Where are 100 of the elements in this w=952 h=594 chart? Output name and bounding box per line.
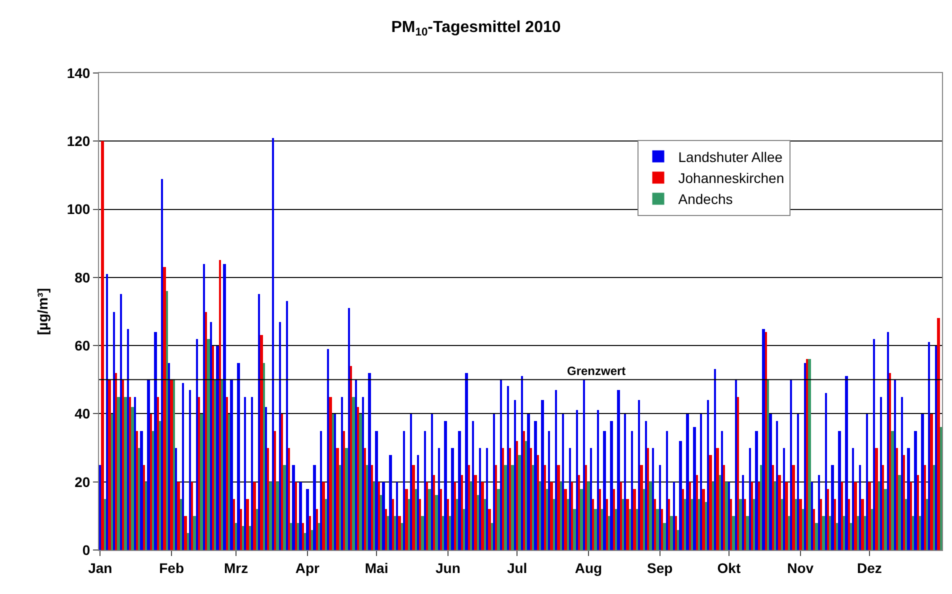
- bar: [415, 489, 417, 550]
- bar: [511, 465, 514, 550]
- bar: [449, 516, 451, 550]
- bar: [887, 332, 889, 550]
- bar: [544, 465, 546, 550]
- bar: [276, 482, 279, 550]
- bar: [398, 516, 401, 550]
- bar: [214, 380, 216, 550]
- bar: [795, 499, 797, 550]
- bar: [721, 431, 723, 550]
- bar: [769, 414, 772, 550]
- bar: [827, 489, 829, 550]
- bar: [173, 380, 175, 550]
- legend-label: Andechs: [678, 191, 733, 208]
- bar: [615, 509, 617, 550]
- bar: [725, 482, 728, 550]
- bar: [838, 431, 841, 550]
- bar: [111, 414, 113, 550]
- bar: [753, 499, 755, 550]
- bar: [737, 397, 739, 550]
- bar: [622, 499, 624, 550]
- bar: [316, 509, 318, 550]
- x-tick-label: Feb: [159, 560, 184, 576]
- bar: [281, 414, 283, 550]
- bar: [643, 489, 645, 550]
- bar: [560, 482, 562, 550]
- bar: [626, 499, 629, 550]
- bar: [345, 448, 348, 550]
- bar: [299, 482, 302, 550]
- bar: [507, 386, 509, 550]
- bar: [640, 465, 643, 550]
- bar: [700, 414, 702, 550]
- bar: [417, 455, 419, 550]
- bar: [223, 264, 226, 550]
- bar: [134, 397, 136, 550]
- bar: [571, 482, 573, 550]
- bar: [230, 380, 233, 550]
- bar: [868, 482, 871, 550]
- bar: [200, 414, 203, 550]
- bar: [514, 400, 516, 550]
- bar: [122, 380, 124, 550]
- bar: [477, 495, 479, 550]
- bar: [387, 516, 389, 550]
- bar: [562, 414, 564, 550]
- bar: [435, 495, 438, 550]
- bar: [182, 383, 184, 550]
- bar: [329, 397, 332, 550]
- bar: [193, 516, 196, 550]
- bar: [263, 363, 265, 550]
- bar: [306, 489, 309, 550]
- bar: [491, 523, 493, 550]
- bar: [246, 499, 249, 550]
- bar: [785, 482, 788, 550]
- bar: [419, 499, 421, 550]
- bar: [675, 516, 677, 550]
- bar: [940, 427, 942, 550]
- bar: [389, 455, 392, 550]
- bar: [479, 448, 481, 550]
- bar: [749, 448, 751, 550]
- bar: [320, 431, 322, 550]
- bar: [859, 465, 861, 550]
- bar: [117, 397, 120, 550]
- bar: [166, 291, 168, 550]
- bar: [587, 482, 590, 550]
- x-tick-label: Aug: [574, 560, 602, 576]
- bar: [751, 482, 753, 550]
- ref-line-label: Grenzwert: [567, 364, 626, 378]
- bar: [304, 533, 306, 550]
- bar: [698, 499, 700, 550]
- bar: [140, 431, 143, 550]
- bar: [366, 465, 368, 550]
- bar: [866, 414, 868, 550]
- x-tick-label: Jan: [88, 560, 112, 576]
- bar: [124, 397, 127, 550]
- bar: [523, 431, 525, 550]
- bar: [882, 465, 884, 550]
- bar: [896, 448, 898, 550]
- bar: [666, 431, 668, 550]
- bar: [673, 482, 675, 550]
- bar: [352, 397, 355, 550]
- bar: [762, 329, 765, 550]
- bar: [129, 397, 131, 550]
- bar: [428, 489, 431, 550]
- x-tick-label: Okt: [717, 560, 741, 576]
- bar: [131, 407, 134, 550]
- bar: [168, 363, 170, 550]
- bar: [716, 448, 719, 550]
- bar: [606, 499, 608, 550]
- bar: [486, 448, 488, 550]
- bar: [481, 482, 484, 550]
- bar: [578, 475, 580, 550]
- bar: [696, 475, 698, 550]
- bar: [260, 335, 263, 550]
- bar: [677, 530, 679, 550]
- bar: [438, 448, 440, 550]
- bar: [203, 264, 205, 550]
- bar: [136, 431, 138, 550]
- bar: [884, 489, 887, 550]
- bar: [912, 516, 914, 550]
- bar: [120, 294, 122, 550]
